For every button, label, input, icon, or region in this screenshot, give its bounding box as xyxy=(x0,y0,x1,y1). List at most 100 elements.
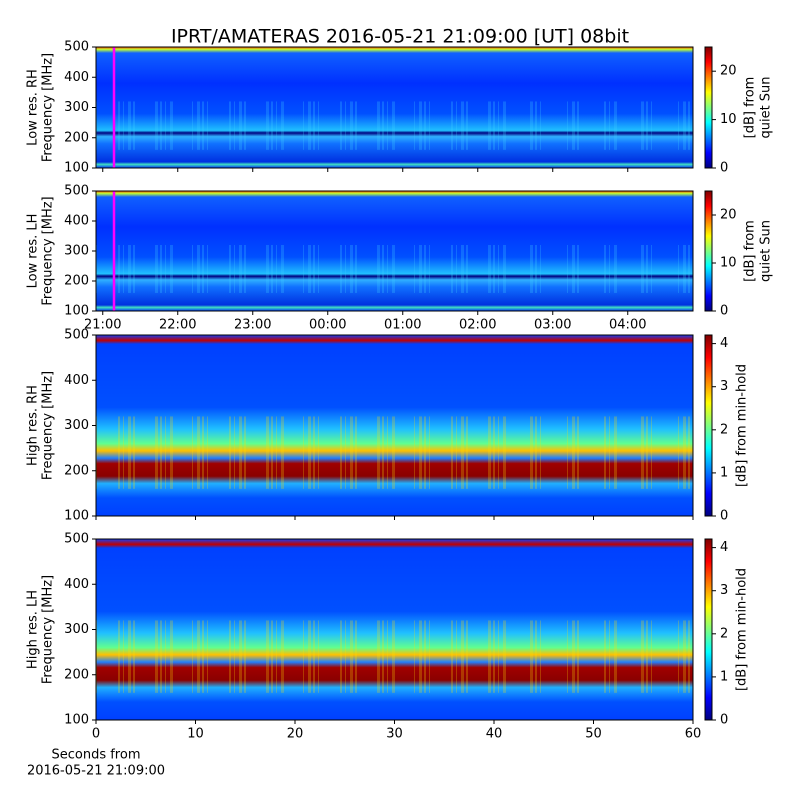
spectrogram-streak xyxy=(572,245,575,293)
spectrogram-streak xyxy=(303,245,304,293)
spectrogram-streak xyxy=(303,416,304,489)
spectrogram-streak xyxy=(239,101,242,150)
spectrogram-image xyxy=(96,47,693,168)
spectrogram-streak xyxy=(456,416,457,489)
spectrogram-streak xyxy=(646,245,648,293)
spectrogram-streak xyxy=(530,416,533,489)
spectrogram-streak xyxy=(239,416,242,489)
spectrogram-image xyxy=(96,191,693,311)
spectrogram-streak xyxy=(646,101,648,150)
colorbar-tick-label: 2 xyxy=(720,626,728,641)
spectrogram-streak xyxy=(192,101,193,150)
spectrogram-streak xyxy=(234,245,235,293)
spectrogram-streak xyxy=(456,101,457,150)
spectrogram-streak xyxy=(392,101,395,150)
spectrogram-streak xyxy=(678,416,679,489)
spectrogram-streak xyxy=(488,245,491,293)
spectrogram-streak xyxy=(239,245,242,293)
spectrogram-streak xyxy=(419,101,422,150)
spectrogram-streak xyxy=(123,101,124,150)
spectrogram-streak xyxy=(604,416,606,489)
y-axis-label: Frequency [MHz] xyxy=(41,575,56,684)
x-axis-label: Seconds from xyxy=(51,748,140,763)
spectrogram-streak xyxy=(165,416,166,489)
spectrogram-streak xyxy=(345,245,346,293)
y-tick-label: 400 xyxy=(64,577,89,592)
spectrogram-streak xyxy=(318,101,319,150)
spectrogram-streak xyxy=(456,245,457,293)
spectrogram-streak xyxy=(493,101,495,150)
spectrogram-streak xyxy=(530,245,533,293)
spectrogram-streak xyxy=(503,101,506,150)
colorbar xyxy=(704,538,713,721)
spectrogram-streak xyxy=(535,416,537,489)
spectrogram-streak xyxy=(646,620,648,693)
spectrogram-streak xyxy=(488,620,491,693)
spectrogram-streak xyxy=(276,620,277,693)
spectrogram-streak xyxy=(683,620,686,693)
y-tick-label: 500 xyxy=(64,184,89,199)
spectrogram-streak xyxy=(133,416,135,489)
y-tick-label: 200 xyxy=(64,274,89,289)
spectrogram-streak xyxy=(498,416,499,489)
colorbar-tick-label: 1 xyxy=(720,669,728,684)
colorbar-tick-label: 10 xyxy=(720,112,737,127)
spectrogram-streak xyxy=(350,101,353,150)
x-tick-label: 21:00 xyxy=(84,318,121,333)
colorbar-tick-label: 0 xyxy=(720,304,728,319)
spectrogram-streak xyxy=(207,245,208,293)
colorbar-tick-label: 0 xyxy=(720,161,728,176)
spectrogram-streak xyxy=(567,416,568,489)
spectrogram-streak xyxy=(271,245,273,293)
spectrogram-streak xyxy=(155,416,158,489)
spectrogram-streak xyxy=(419,245,422,293)
spectrogram-streak xyxy=(530,620,533,693)
spectrogram-streak xyxy=(123,245,124,293)
y-tick-label: 300 xyxy=(64,622,89,637)
colorbar-tick-label: 1 xyxy=(720,465,728,480)
spectrogram-streak xyxy=(244,101,246,150)
spectrogram-streak xyxy=(165,245,166,293)
spectrogram-streak xyxy=(281,416,284,489)
spectrogram-streak xyxy=(202,101,204,150)
colorbar-tick-label: 2 xyxy=(720,422,728,437)
spectrogram-streak xyxy=(424,416,426,489)
spectrogram-streak xyxy=(160,416,162,489)
spectrogram-streak xyxy=(377,620,380,693)
spectrogram-streak xyxy=(350,416,353,489)
spectrogram-streak xyxy=(192,620,193,693)
y-tick-label: 100 xyxy=(64,509,89,524)
spectrogram-streak xyxy=(683,416,686,489)
colorbar xyxy=(704,46,713,169)
spectrogram-streak xyxy=(424,101,426,150)
spectrogram-streak xyxy=(614,101,617,150)
spectrogram-streak xyxy=(429,620,430,693)
spectrogram-streak xyxy=(202,620,204,693)
spectrogram-streak xyxy=(266,245,269,293)
spectrogram-streak xyxy=(155,620,158,693)
y-tick-label: 200 xyxy=(64,463,89,478)
colorbar-tick-label: 10 xyxy=(720,256,737,271)
x-tick-label: 22:00 xyxy=(159,318,196,333)
spectrogram-streak xyxy=(678,101,679,150)
spectrogram-streak xyxy=(382,101,384,150)
spectrogram-streak xyxy=(197,101,200,150)
spectrogram-streak xyxy=(651,245,652,293)
spectrogram-streak xyxy=(340,620,342,693)
spectrogram-streak xyxy=(577,416,579,489)
spectrogram-streak xyxy=(170,620,173,693)
colorbar-tick-label: 0 xyxy=(720,509,728,524)
y-tick-label: 200 xyxy=(64,130,89,145)
spectrogram-streak xyxy=(461,416,464,489)
spectrogram-streak xyxy=(202,416,204,489)
spectrogram-streak xyxy=(614,620,617,693)
spectrogram-streak xyxy=(229,101,231,150)
y-tick-label: 400 xyxy=(64,70,89,85)
colorbar-tick-label: 4 xyxy=(720,336,728,351)
x-tick-label: 00:00 xyxy=(309,318,346,333)
spectrogram-streak xyxy=(234,101,235,150)
y-tick-label: 300 xyxy=(64,100,89,115)
spectrogram-streak xyxy=(535,620,537,693)
spectrogram-streak xyxy=(276,416,277,489)
